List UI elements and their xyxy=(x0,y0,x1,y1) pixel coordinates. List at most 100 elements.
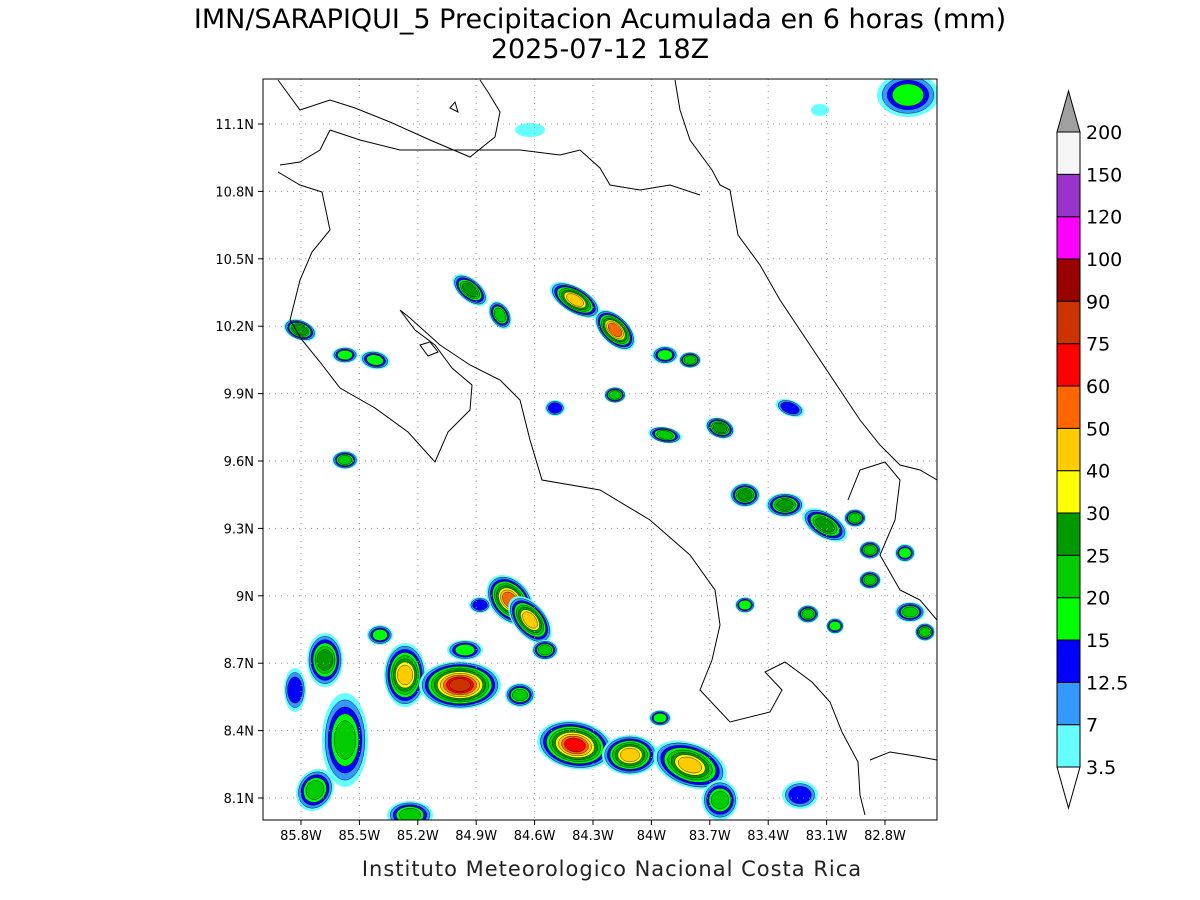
precip-contour xyxy=(493,307,507,323)
precip-contour xyxy=(788,786,812,804)
precip-contour xyxy=(815,517,835,533)
precip-contour xyxy=(566,293,584,307)
lat-label: 9.3N xyxy=(224,522,254,537)
colorbar-label: 7 xyxy=(1086,715,1098,737)
precip-contour xyxy=(449,678,471,692)
subtitle: 2025-07-12 18Z xyxy=(491,34,709,65)
colorbar-label: 75 xyxy=(1086,334,1110,356)
colorbar-swatch xyxy=(1056,173,1081,218)
precip-contour xyxy=(512,688,528,702)
coastline xyxy=(277,79,501,158)
colorbar-label: 200 xyxy=(1086,122,1122,144)
lon-label: 83.4W xyxy=(747,829,789,844)
coastline xyxy=(869,751,937,761)
lon-label: 85.5W xyxy=(338,829,380,844)
footer: Instituto Meteorologico Nacional Costa R… xyxy=(362,857,862,881)
colorbar-label: 30 xyxy=(1086,503,1110,525)
precip-contour xyxy=(683,355,697,365)
map-frame xyxy=(262,78,938,821)
lat-label: 8.1N xyxy=(224,792,254,807)
lon-label: 82.8W xyxy=(864,829,906,844)
lat-label: 8.4N xyxy=(224,725,254,740)
precip-contour xyxy=(454,644,476,656)
precip-contour xyxy=(337,350,353,360)
lat-label: 9.6N xyxy=(224,455,254,470)
lat-label: 11.1N xyxy=(215,118,254,133)
lat-label: 9N xyxy=(236,590,254,605)
precip-contour xyxy=(678,756,702,774)
precip-contour xyxy=(848,513,862,523)
lon-label: 84.3W xyxy=(572,829,614,844)
lon-label: 85.8W xyxy=(280,829,322,844)
precip-contour xyxy=(462,282,478,298)
island xyxy=(419,341,439,357)
precip-contour xyxy=(547,402,563,414)
lon-label: 85.2W xyxy=(397,829,439,844)
colorbar-label: 15 xyxy=(1086,630,1110,652)
colorbar-swatch xyxy=(1056,300,1081,345)
colorbar-swatch xyxy=(1056,512,1081,556)
precip-contour xyxy=(863,575,877,585)
colorbar-label: 40 xyxy=(1086,461,1110,483)
colorbar-swatch xyxy=(1056,681,1081,726)
precip-contour xyxy=(334,720,356,760)
precip-contour xyxy=(892,83,924,107)
lat-label: 9.9N xyxy=(224,388,254,403)
colorbar-label: 60 xyxy=(1086,376,1110,398)
colorbar-label: 150 xyxy=(1086,164,1122,186)
precip-contour xyxy=(737,489,753,501)
precip-contour xyxy=(397,664,413,686)
precip-contour xyxy=(919,627,931,637)
colorbar-above xyxy=(1056,89,1081,133)
precip-contour xyxy=(811,104,829,116)
precip-contour xyxy=(713,422,727,434)
precip-contour xyxy=(801,609,815,619)
precip-contour xyxy=(829,621,841,631)
colorbar-swatch xyxy=(1056,639,1081,683)
colorbar-swatch xyxy=(1056,216,1081,260)
lat-label: 8.7N xyxy=(224,657,254,672)
colorbar-swatch xyxy=(1056,554,1081,599)
colorbar-label: 120 xyxy=(1086,207,1122,229)
precip-contour xyxy=(776,499,794,511)
colorbar-below xyxy=(1056,766,1081,810)
colorbar-swatch xyxy=(1056,427,1081,472)
precip-contour xyxy=(564,737,586,753)
island xyxy=(449,100,459,113)
lat-label: 10.8N xyxy=(215,185,254,200)
coastline xyxy=(674,79,937,481)
colorbar-label: 3.5 xyxy=(1086,757,1116,779)
colorbar: 3.5 7 12.5 15 20 25 30 40 50 60 75 90 100 120 150 200 xyxy=(1056,89,1128,810)
precip-contour xyxy=(537,644,553,656)
precip-contour xyxy=(902,606,918,618)
precip-contour xyxy=(780,401,800,415)
precip-contour xyxy=(287,676,303,704)
precip-contour xyxy=(711,790,729,810)
precip-contour xyxy=(366,354,384,366)
colorbar-label: 90 xyxy=(1086,291,1110,313)
precip-contour xyxy=(653,713,667,723)
graticule: 11.1N 10.8N 10.5N 10.2N 9.9N 9.6N 9.3N 9N 8.7N 8.… xyxy=(215,79,937,844)
precip-contour xyxy=(620,748,640,762)
lat-label: 10.2N xyxy=(215,320,254,335)
precip-contour xyxy=(337,455,353,465)
lon-label: 84W xyxy=(637,829,667,844)
precip-contour xyxy=(399,808,421,820)
border xyxy=(847,461,937,621)
border xyxy=(279,129,701,196)
colorbar-label: 20 xyxy=(1086,588,1110,610)
precip-contour xyxy=(656,430,674,440)
lon-label: 84.9W xyxy=(455,829,497,844)
precip-contour xyxy=(608,390,622,400)
colorbar-swatch xyxy=(1056,724,1081,768)
precip-contour xyxy=(898,547,912,559)
colorbar-swatch xyxy=(1056,385,1081,429)
precip-contour xyxy=(515,123,545,137)
colorbar-label: 100 xyxy=(1086,249,1122,271)
colorbar-label: 25 xyxy=(1086,545,1110,567)
coastline xyxy=(277,171,866,816)
precip-contour xyxy=(305,780,325,800)
colorbar-swatch xyxy=(1056,470,1081,514)
lon-label: 83.1W xyxy=(806,829,848,844)
precip-contour xyxy=(657,349,673,361)
